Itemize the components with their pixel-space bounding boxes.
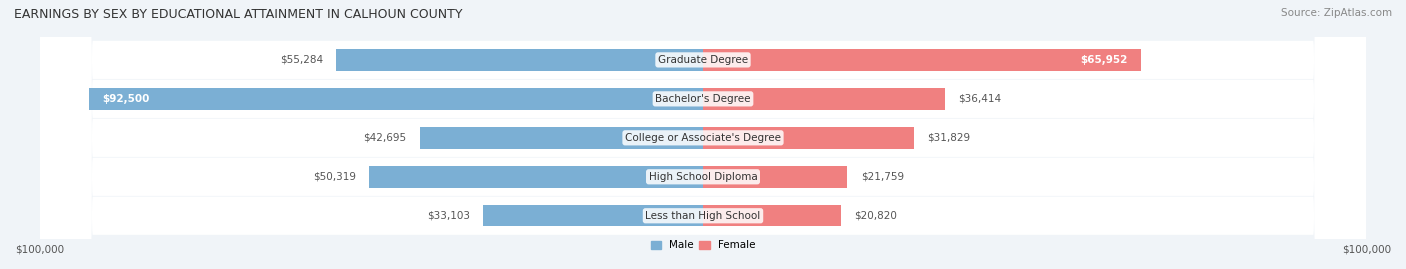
- Text: Source: ZipAtlas.com: Source: ZipAtlas.com: [1281, 8, 1392, 18]
- FancyBboxPatch shape: [39, 0, 1367, 269]
- Text: $33,103: $33,103: [427, 211, 470, 221]
- Text: Less than High School: Less than High School: [645, 211, 761, 221]
- Bar: [703, 166, 848, 187]
- Bar: [370, 166, 703, 187]
- FancyBboxPatch shape: [39, 0, 1367, 269]
- FancyBboxPatch shape: [39, 0, 1367, 269]
- Bar: [703, 49, 1140, 71]
- Text: High School Diploma: High School Diploma: [648, 172, 758, 182]
- Text: $42,695: $42,695: [363, 133, 406, 143]
- Text: EARNINGS BY SEX BY EDUCATIONAL ATTAINMENT IN CALHOUN COUNTY: EARNINGS BY SEX BY EDUCATIONAL ATTAINMEN…: [14, 8, 463, 21]
- Text: $92,500: $92,500: [103, 94, 150, 104]
- Text: Graduate Degree: Graduate Degree: [658, 55, 748, 65]
- FancyBboxPatch shape: [39, 0, 1367, 269]
- Text: $55,284: $55,284: [280, 55, 323, 65]
- Bar: [703, 205, 841, 226]
- Text: $21,759: $21,759: [860, 172, 904, 182]
- Text: $31,829: $31,829: [928, 133, 970, 143]
- Text: $20,820: $20,820: [855, 211, 897, 221]
- Text: $50,319: $50,319: [314, 172, 356, 182]
- FancyBboxPatch shape: [39, 0, 1367, 269]
- Bar: [484, 205, 703, 226]
- Text: Bachelor's Degree: Bachelor's Degree: [655, 94, 751, 104]
- Bar: [90, 88, 703, 109]
- Bar: [703, 88, 945, 109]
- Bar: [420, 127, 703, 148]
- Text: College or Associate's Degree: College or Associate's Degree: [626, 133, 780, 143]
- Bar: [336, 49, 703, 71]
- Bar: [703, 127, 914, 148]
- Text: $36,414: $36,414: [957, 94, 1001, 104]
- Text: $65,952: $65,952: [1080, 55, 1128, 65]
- Legend: Male, Female: Male, Female: [651, 240, 755, 250]
